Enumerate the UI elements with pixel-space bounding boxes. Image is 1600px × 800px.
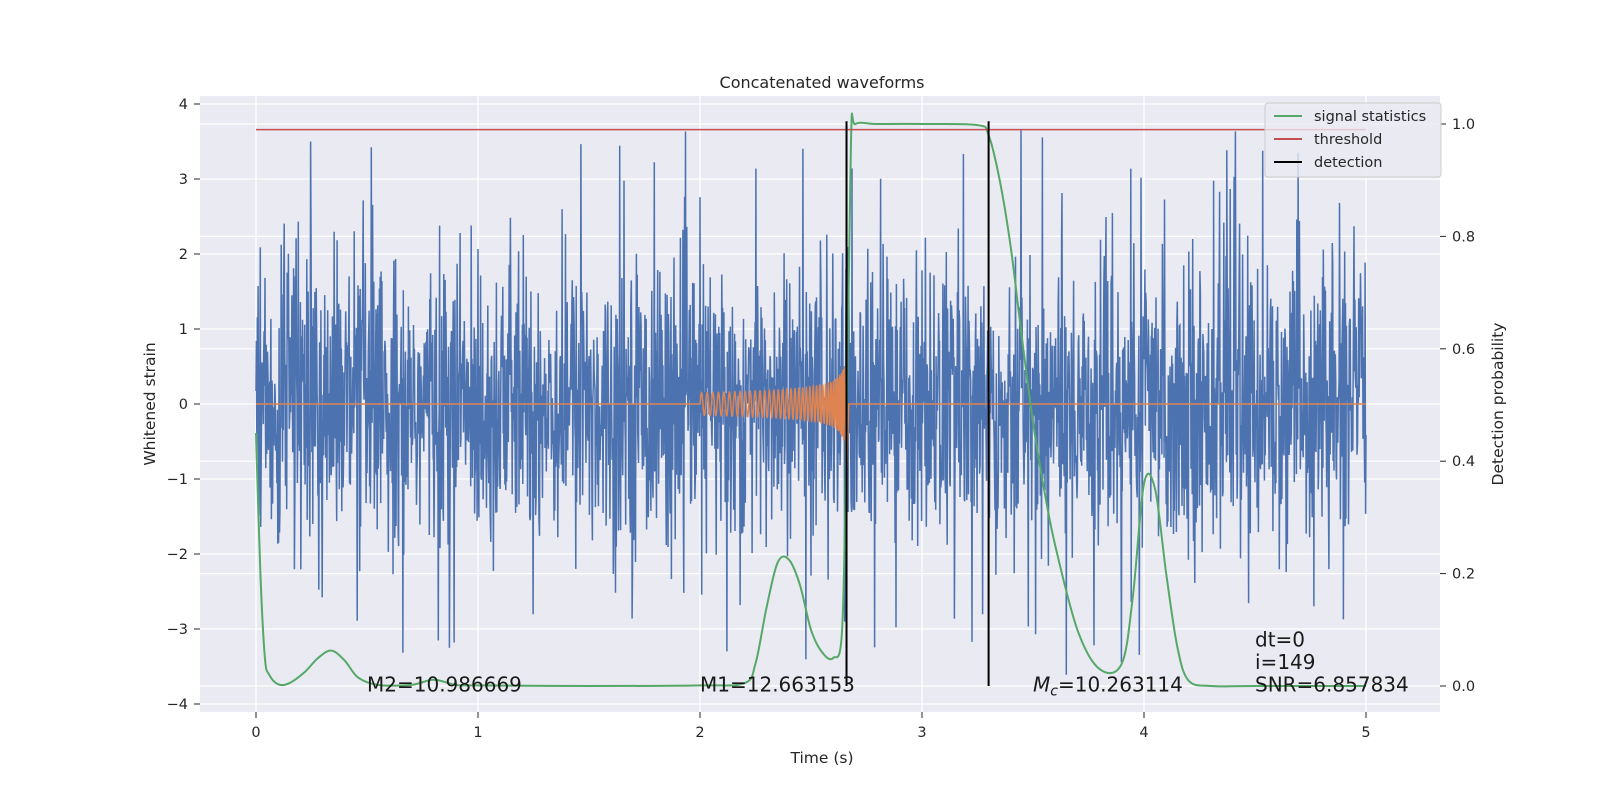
x-axis-label: Time (s) (789, 749, 853, 767)
y-right-tick-label: 1.0 (1452, 117, 1475, 133)
annotation-text: Mc=10.263114 (1033, 673, 1183, 700)
annotations: M2=10.986669 M1=12.663153 Mc=10.263114 dt=0… (367, 628, 1409, 700)
x-axis-ticks: 0 1 2 3 4 5 (251, 712, 1371, 741)
x-tick-label: 0 (251, 725, 260, 741)
y-axis-left-ticks: 4 3 2 1 0 −1 −2 −3 −4 (167, 97, 200, 713)
y-left-tick-label: −2 (167, 547, 188, 563)
x-tick-label: 1 (473, 725, 482, 741)
x-tick-label: 2 (695, 725, 704, 741)
annotation-text: i=149 (1255, 650, 1316, 674)
y-left-tick-label: 1 (179, 322, 188, 338)
detections (845, 121, 990, 686)
series-whitened-strain (255, 130, 1367, 675)
y-left-tick-label: −1 (167, 472, 188, 488)
series-waveform (256, 366, 1366, 472)
series-signal-statistics (255, 112, 1366, 688)
y-axis-right-ticks: 1.0 0.8 0.6 0.4 0.2 0.0 (1440, 117, 1475, 695)
x-tick-label: 3 (917, 725, 926, 741)
y-right-tick-label: 0.0 (1452, 679, 1475, 695)
legend-box (1264, 102, 1442, 178)
legend-label-detection: detection (1314, 155, 1382, 171)
y-left-tick-label: −4 (167, 697, 188, 713)
y-left-tick-label: −3 (167, 622, 188, 638)
y-left-tick-label: 0 (179, 397, 188, 413)
y-right-tick-label: 0.4 (1452, 454, 1475, 470)
legend-label-threshold: threshold (1314, 132, 1382, 148)
y-left-tick-label: 4 (179, 97, 188, 113)
plot-area (255, 112, 1367, 688)
legend: signal statistics threshold detection (1264, 102, 1442, 178)
annotation-text: M1=12.663153 (700, 673, 855, 697)
annotation-text: dt=0 (1255, 628, 1305, 652)
chart-title: Concatenated waveforms (720, 73, 925, 92)
x-tick-label: 5 (1361, 725, 1370, 741)
y-left-tick-label: 2 (179, 247, 188, 263)
x-tick-label: 4 (1139, 725, 1148, 741)
y-left-tick-label: 3 (179, 172, 188, 188)
y-axis-left-label: Whitened strain (141, 342, 159, 465)
legend-label-signal-statistics: signal statistics (1314, 109, 1426, 125)
annotation-text: SNR=6.857834 (1255, 673, 1409, 697)
annotation-text: M2=10.986669 (367, 673, 522, 697)
y-right-tick-label: 0.2 (1452, 567, 1475, 583)
y-right-tick-label: 0.8 (1452, 229, 1475, 245)
y-right-tick-label: 0.6 (1452, 342, 1475, 358)
y-axis-right-label: Detection probability (1489, 323, 1507, 486)
